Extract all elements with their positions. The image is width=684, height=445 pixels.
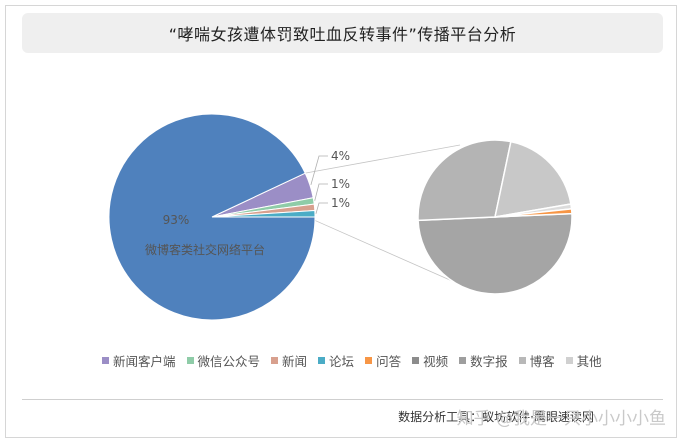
main-pie bbox=[108, 113, 316, 321]
main-slice-0-percent-label: 93% bbox=[163, 213, 190, 227]
legend-item-2: 新闻 bbox=[271, 351, 307, 370]
secondary-slice-4 bbox=[494, 207, 573, 218]
legend-label: 视频 bbox=[423, 353, 449, 369]
legend-label: 数字报 bbox=[470, 353, 508, 369]
legend: 新闻客户端 微信公众号 新闻 论坛 问答 视频 数字报 博客 其他 bbox=[102, 350, 602, 370]
legend-label: 新闻 bbox=[282, 353, 308, 369]
legend-item-0: 新闻客户端 bbox=[102, 351, 176, 370]
legend-swatch bbox=[102, 356, 109, 364]
legend-swatch bbox=[318, 356, 326, 364]
connector-lower bbox=[314, 220, 469, 289]
legend-swatch bbox=[412, 356, 420, 364]
data-tool-note: 数据分析工具：蚁坊软件·鹰眼速读网 bbox=[398, 410, 594, 424]
legend-swatch bbox=[186, 356, 194, 364]
legend-label: 问答 bbox=[376, 353, 402, 369]
legend-swatch bbox=[271, 356, 279, 364]
main-slice-label-1: 4% bbox=[331, 149, 350, 163]
connector-upper bbox=[305, 144, 461, 174]
main-slice-0 bbox=[108, 113, 316, 321]
secondary-pie bbox=[417, 139, 573, 295]
leader-line-1 bbox=[310, 155, 328, 185]
legend-item-6: 数字报 bbox=[459, 351, 508, 370]
legend-label: 论坛 bbox=[329, 353, 355, 369]
legend-label: 新闻客户端 bbox=[113, 353, 176, 369]
legend-label: 博客 bbox=[529, 353, 555, 369]
leader-line-3 bbox=[315, 202, 328, 214]
secondary-slice-1 bbox=[417, 139, 512, 222]
connector-lines bbox=[305, 144, 469, 289]
legend-item-4: 问答 bbox=[365, 351, 401, 370]
legend-swatch bbox=[365, 356, 373, 364]
main-pie-labels: 93% 微博客类社交网络平台 4% 1% 1% bbox=[145, 149, 350, 257]
main-slice-label-3: 1% bbox=[331, 196, 350, 210]
legend-label: 微信公众号 bbox=[197, 353, 261, 369]
secondary-slice-0 bbox=[417, 212, 573, 295]
legend-swatch bbox=[518, 356, 526, 364]
chart-title: “哮喘女孩遭体罚致吐血反转事件”传播平台分析 bbox=[22, 13, 663, 53]
legend-label: 其他 bbox=[576, 353, 602, 369]
secondary-slice-2 bbox=[494, 140, 572, 218]
legend-swatch bbox=[459, 356, 467, 364]
legend-item-3: 论坛 bbox=[318, 351, 354, 370]
main-slice-0-category-label: 微博客类社交网络平台 bbox=[145, 242, 265, 257]
watermark: 知乎 @我是一只小小小小鱼 bbox=[456, 409, 666, 429]
legend-item-5: 视频 bbox=[412, 351, 448, 370]
legend-item-7: 博客 bbox=[518, 351, 555, 370]
footer-divider bbox=[22, 399, 663, 400]
legend-item-1: 微信公众号 bbox=[186, 351, 261, 370]
leader-line-2 bbox=[314, 183, 328, 201]
legend-item-8: 其他 bbox=[565, 351, 602, 370]
legend-swatch bbox=[565, 356, 573, 364]
main-slice-label-2: 1% bbox=[331, 177, 350, 191]
